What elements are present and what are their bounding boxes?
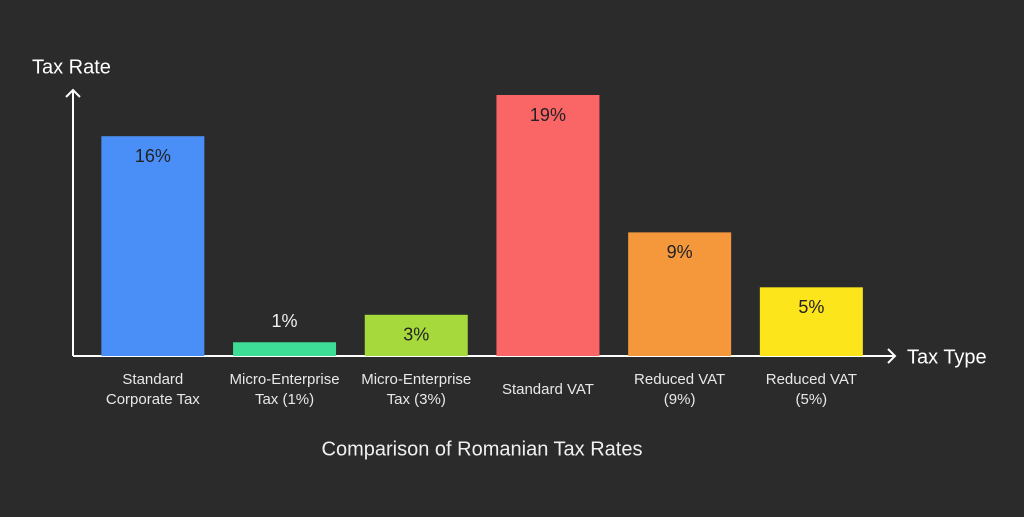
y-axis-arrow — [65, 88, 81, 98]
bar — [101, 136, 205, 356]
x-tick-label: Standard Corporate Tax — [105, 371, 200, 408]
bar — [759, 287, 863, 356]
x-tick-label: Standard VAT — [501, 381, 594, 398]
bar — [628, 232, 732, 356]
x-tick-label: Reduced VAT (5%) — [765, 371, 857, 408]
x-axis-label: Tax Type — [907, 346, 987, 368]
value-label: 3% — [403, 325, 429, 345]
value-label: 9% — [667, 242, 693, 262]
y-axis-label: Tax Rate — [32, 56, 111, 78]
value-label: 5% — [798, 297, 824, 317]
value-label: 16% — [135, 146, 171, 166]
chart-title: Comparison of Romanian Tax Rates — [322, 438, 643, 460]
value-label: 19% — [530, 105, 566, 125]
value-label: 1% — [272, 311, 298, 331]
x-axis-arrow — [887, 348, 897, 364]
bar — [496, 95, 600, 356]
x-tick-label: Reduced VAT (9%) — [634, 371, 726, 408]
x-tick-label: Micro-Enterprise Tax (1%) — [229, 371, 340, 408]
bar — [233, 342, 337, 356]
bar — [364, 314, 468, 356]
x-tick-label: Micro-Enterprise Tax (3%) — [361, 371, 472, 408]
